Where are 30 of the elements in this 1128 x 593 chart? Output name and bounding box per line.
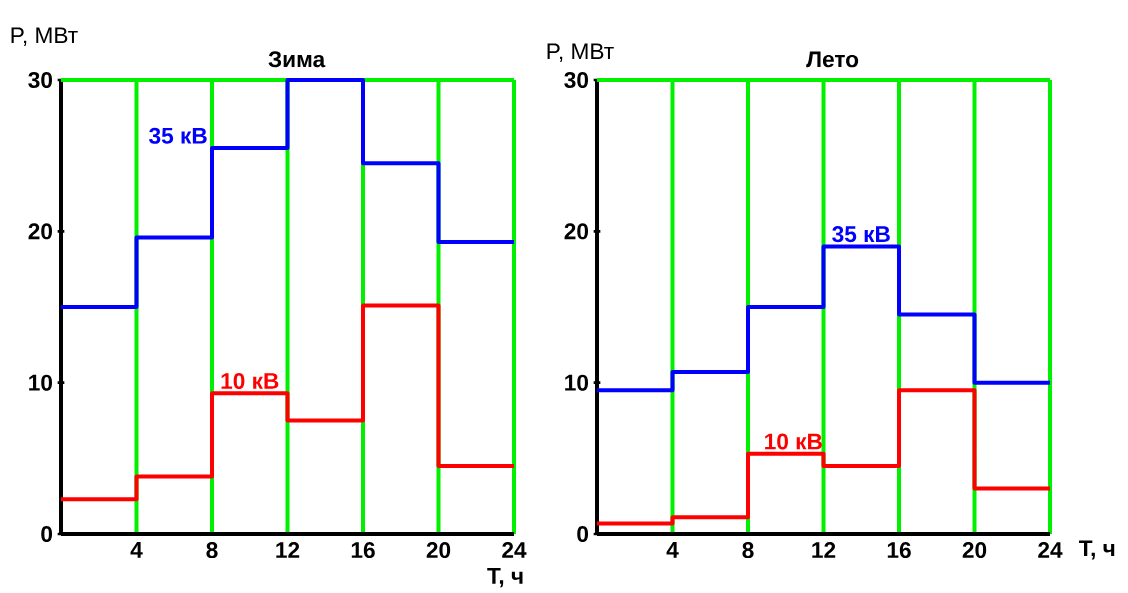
- x-tick-label: 4: [130, 542, 143, 558]
- x-tick-label: 24: [502, 542, 527, 558]
- x-axis-title: T, ч: [487, 568, 523, 588]
- series-label: 10 кВ: [221, 372, 279, 389]
- x-tick-label: 12: [276, 542, 300, 558]
- x-tick-label: 20: [962, 542, 987, 559]
- chart-title: Лето: [806, 51, 859, 68]
- x-tick-label: 8: [206, 542, 218, 559]
- y-tick-label: 20: [564, 223, 589, 240]
- series-label: 10 кВ: [765, 433, 822, 450]
- x-tick-label: 12: [812, 542, 836, 558]
- x-tick-label: 16: [887, 542, 911, 559]
- x-tick-label: 24: [1038, 542, 1063, 558]
- y-tick-label: 20: [28, 223, 53, 240]
- y-tick-label: 30: [564, 71, 589, 89]
- x-tick-label: 20: [426, 542, 451, 559]
- x-tick-label: 4: [666, 542, 679, 558]
- y-tick-label: 0: [577, 525, 589, 543]
- x-axis-title: T, ч: [1078, 540, 1115, 560]
- y-tick-label: 10: [29, 374, 53, 391]
- series-label: 35 кВ: [149, 127, 207, 144]
- series-label: 35 кВ: [832, 226, 890, 243]
- x-tick-label: 8: [742, 542, 754, 559]
- y-tick-label: 10: [565, 374, 589, 391]
- y-tick-label: 30: [28, 71, 53, 89]
- y-tick-label: 0: [41, 525, 53, 543]
- chart-title: Зима: [268, 51, 326, 68]
- y-axis-title: P, МВт: [547, 43, 614, 62]
- y-axis-title: P, МВт: [11, 27, 78, 46]
- x-tick-label: 16: [351, 542, 375, 559]
